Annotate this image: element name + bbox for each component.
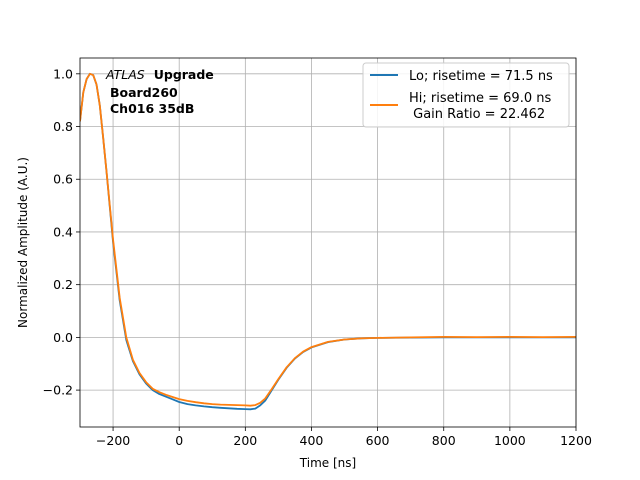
y-tick-label: 0.6: [53, 172, 73, 187]
x-tick-label: 800: [432, 433, 456, 448]
x-tick-label: 200: [233, 433, 257, 448]
plot-frame: [79, 57, 577, 428]
atlas-annotation: ATLAS Upgrade Board260 Ch016 35dB: [105, 67, 214, 116]
legend-label-lo: Lo; risetime = 71.5 ns: [409, 69, 553, 84]
annotation-tag: Upgrade: [154, 67, 214, 82]
x-tick-label: 0: [175, 433, 183, 448]
y-axis-label: Normalized Amplitude (A.U.): [16, 157, 30, 328]
legend-box: [362, 62, 570, 128]
legend-label-gain-ratio: Gain Ratio = 22.462: [409, 107, 545, 122]
legend-label-hi: Hi; risetime = 69.0 ns: [409, 91, 551, 106]
y-tick-label: 0.2: [53, 277, 73, 292]
svg-text:ATLAS Upgrade: ATLAS Upgrade: [105, 67, 214, 82]
annotation-board: Board260: [110, 85, 178, 100]
y-tick-label: 0.0: [53, 330, 73, 345]
x-tick-label: 1200: [560, 433, 592, 448]
series-line-hi: [80, 72, 576, 407]
y-tick-label: −0.2: [43, 383, 73, 398]
x-axis-label: Time [ns]: [299, 456, 356, 470]
x-tick-label: 400: [300, 433, 324, 448]
y-tick-label: 1.0: [53, 66, 73, 81]
y-tick-label: 0.8: [53, 119, 73, 134]
axis-ticks: −200 0 200 400 600 800 1000 1200 −0.2 0.0 0.2 0.4 0.…: [43, 66, 592, 448]
annotation-experiment: ATLAS: [105, 67, 145, 82]
x-tick-label: 600: [366, 433, 390, 448]
x-tick-label: 1000: [494, 433, 526, 448]
y-tick-label: 0.4: [53, 224, 73, 239]
legend: Lo; risetime = 71.5 ns Hi; risetime = 69…: [362, 62, 570, 128]
x-tick-label: −200: [96, 433, 130, 448]
series-lines: [80, 72, 576, 411]
annotation-channel: Ch016 35dB: [110, 101, 194, 116]
